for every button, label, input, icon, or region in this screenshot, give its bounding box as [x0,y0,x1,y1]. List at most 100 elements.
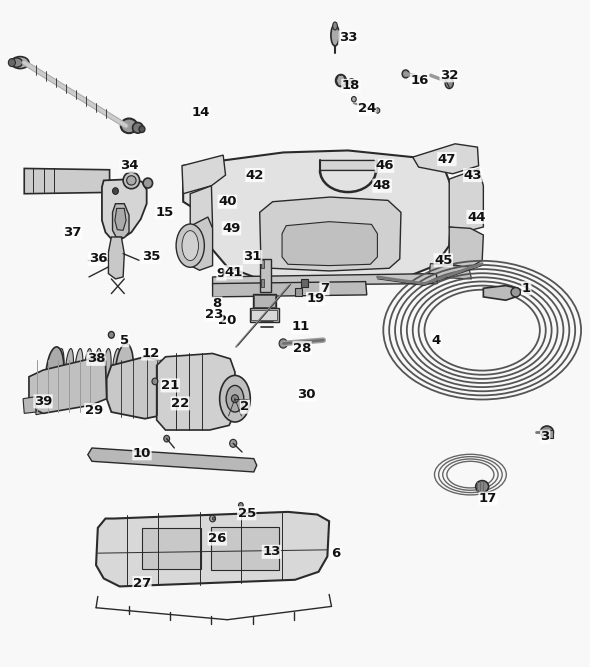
Bar [253,293,276,308]
Text: 49: 49 [222,222,241,235]
Text: 19: 19 [306,292,325,305]
Ellipse shape [230,440,237,448]
Ellipse shape [164,436,170,442]
Polygon shape [23,397,36,414]
Polygon shape [102,179,147,239]
Ellipse shape [209,515,215,522]
Text: 4: 4 [432,334,441,347]
Bar [542,430,553,438]
Polygon shape [157,354,235,430]
Bar [261,260,264,268]
Text: 9: 9 [217,267,226,280]
Text: 8: 8 [212,297,222,310]
Ellipse shape [143,178,153,188]
Polygon shape [35,397,49,415]
Polygon shape [113,203,129,237]
Ellipse shape [83,349,93,398]
Text: 45: 45 [434,253,453,267]
Polygon shape [86,357,104,375]
Text: 17: 17 [479,492,497,505]
Polygon shape [212,281,367,297]
Polygon shape [212,273,437,285]
Polygon shape [183,151,453,279]
Ellipse shape [350,80,353,83]
Ellipse shape [333,22,337,30]
Text: 34: 34 [120,159,138,172]
Polygon shape [190,185,212,230]
Ellipse shape [336,75,346,87]
Text: 21: 21 [161,379,179,392]
Polygon shape [29,359,107,414]
Ellipse shape [219,376,250,422]
Text: 23: 23 [205,308,223,321]
Text: 40: 40 [218,195,237,208]
Text: 6: 6 [332,547,341,560]
Polygon shape [429,263,471,279]
Polygon shape [483,285,517,300]
Polygon shape [115,208,126,230]
Bar [142,528,201,569]
Ellipse shape [64,349,74,398]
Ellipse shape [11,58,22,67]
Polygon shape [182,155,225,193]
Bar [254,295,275,307]
Text: 22: 22 [171,397,189,410]
Ellipse shape [55,349,64,398]
Ellipse shape [112,349,120,398]
Ellipse shape [121,119,137,133]
Ellipse shape [152,378,158,385]
Polygon shape [24,169,110,193]
Polygon shape [260,197,401,271]
Ellipse shape [182,231,198,261]
Polygon shape [186,217,212,270]
Text: 42: 42 [246,169,264,181]
Text: 38: 38 [87,352,105,366]
Text: 13: 13 [263,546,281,558]
Polygon shape [413,144,478,173]
Ellipse shape [445,78,453,89]
Ellipse shape [74,349,83,398]
Ellipse shape [133,123,143,133]
Text: 15: 15 [155,206,173,219]
Text: 5: 5 [120,334,129,347]
Ellipse shape [511,287,520,297]
Ellipse shape [238,502,243,508]
Text: 28: 28 [293,342,312,355]
Ellipse shape [123,172,140,189]
Ellipse shape [352,97,356,102]
Text: 18: 18 [342,79,360,93]
Bar [301,279,308,287]
Polygon shape [449,227,483,268]
Polygon shape [88,448,257,472]
Text: 37: 37 [63,226,81,239]
Ellipse shape [102,349,111,398]
Ellipse shape [476,481,489,493]
Text: 29: 29 [84,404,103,417]
Text: 16: 16 [411,74,429,87]
Ellipse shape [540,426,553,438]
Polygon shape [282,221,378,265]
Text: 44: 44 [467,211,486,223]
Bar [260,259,271,292]
Text: 7: 7 [320,281,329,295]
Polygon shape [336,75,346,86]
Text: 46: 46 [375,159,394,172]
Ellipse shape [279,339,287,348]
Text: 39: 39 [34,395,53,408]
Ellipse shape [226,386,244,412]
Ellipse shape [109,331,114,338]
Ellipse shape [46,347,64,400]
Text: 26: 26 [208,532,227,545]
Polygon shape [96,512,329,586]
Polygon shape [320,161,378,171]
Text: 14: 14 [192,106,210,119]
Polygon shape [109,237,124,279]
Text: 47: 47 [438,153,456,165]
Ellipse shape [402,70,409,78]
Text: 41: 41 [224,265,242,279]
Bar [211,526,279,570]
Text: 11: 11 [292,320,310,334]
Bar [250,308,278,321]
Polygon shape [449,169,483,230]
Text: 12: 12 [142,347,160,360]
